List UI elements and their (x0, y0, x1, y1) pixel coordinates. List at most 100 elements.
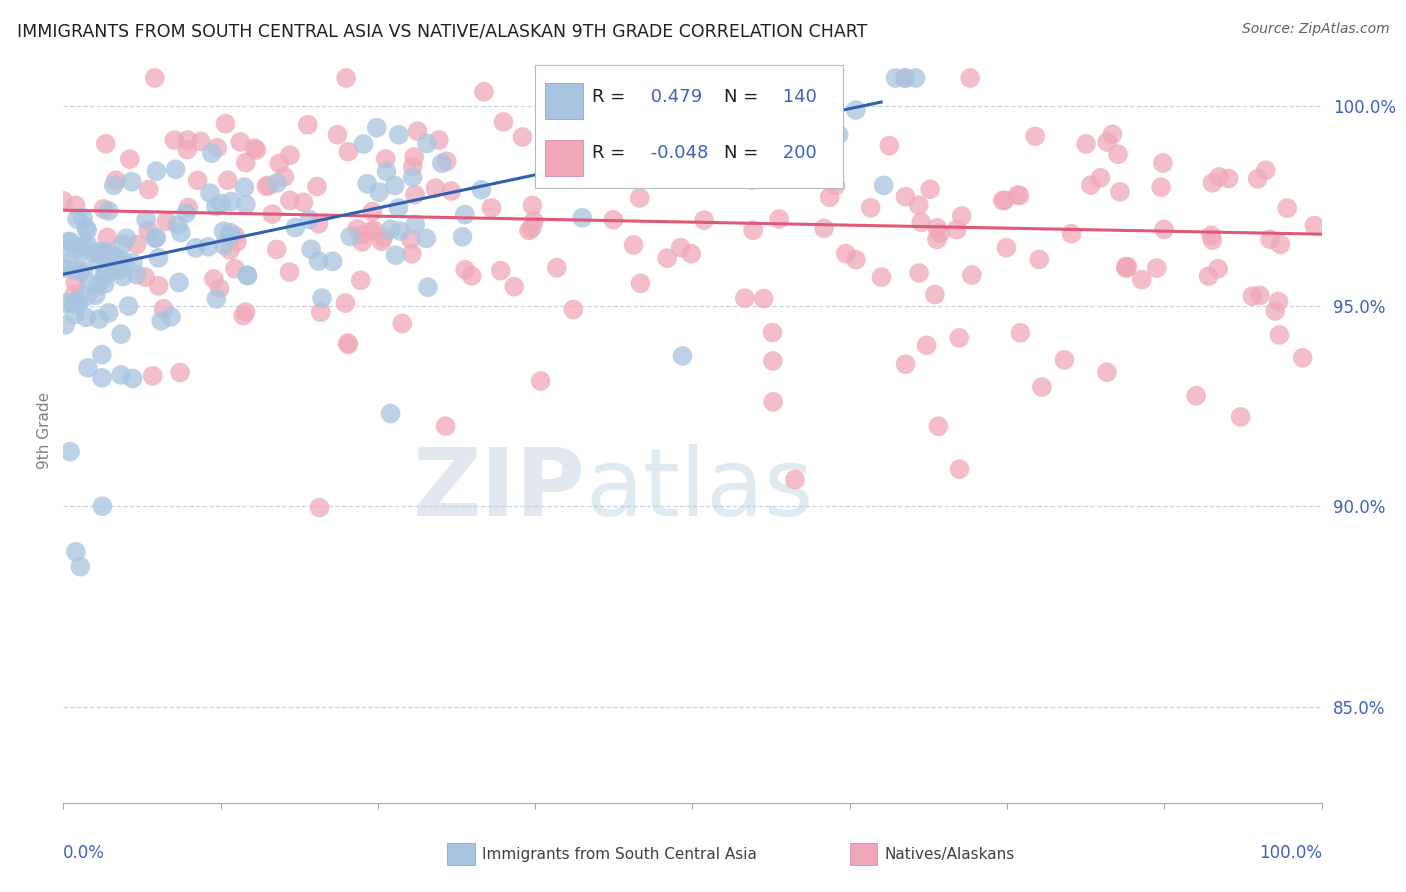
Point (58, 256, 80, 270)
Point (884, 70, 907, 85)
Point (470, 183, 492, 197)
Point (214, 117, 236, 131)
Point (292, 195, 315, 210)
Point (873, 178, 896, 193)
Point (927, 419, 949, 434)
Point (374, 152, 396, 166)
Point (266, 176, 288, 190)
Point (404, 150, 426, 164)
Text: 200: 200 (776, 145, 817, 162)
Point (104, 258, 127, 272)
Point (779, 70, 801, 85)
Point (208, 281, 231, 295)
Point (65, 198, 87, 212)
Point (602, 212, 624, 227)
Point (568, 127, 591, 141)
Point (278, 194, 301, 208)
Point (76, 237, 98, 252)
Point (66, 293, 89, 308)
Point (404, 187, 426, 202)
Point (278, 148, 301, 162)
Point (402, 160, 425, 174)
Point (163, 133, 186, 147)
Point (762, 354, 785, 368)
Point (118, 152, 141, 166)
Point (801, 146, 824, 161)
Point (845, 103, 868, 117)
Point (503, 279, 526, 293)
Point (63, 308, 86, 322)
Point (346, 222, 368, 236)
Point (512, 130, 534, 145)
Point (1241, 289, 1264, 303)
Point (668, 85, 690, 99)
Point (224, 261, 246, 276)
Point (76, 223, 98, 237)
Point (75, 310, 97, 325)
Point (380, 222, 402, 236)
Point (991, 194, 1014, 208)
Point (1258, 232, 1281, 246)
Point (859, 201, 882, 215)
Point (138, 223, 160, 237)
Point (233, 180, 256, 194)
Point (165, 162, 187, 177)
Point (198, 186, 221, 200)
Point (145, 164, 167, 178)
Point (994, 194, 1017, 208)
Point (384, 248, 406, 262)
Point (740, 173, 762, 187)
Point (82, 246, 104, 260)
Point (145, 230, 167, 244)
Point (1116, 260, 1139, 274)
Point (1292, 351, 1315, 365)
Point (454, 262, 477, 277)
Point (197, 240, 219, 254)
Point (1152, 156, 1174, 170)
FancyBboxPatch shape (546, 83, 583, 119)
Point (370, 235, 392, 249)
Point (335, 296, 357, 310)
Point (669, 241, 692, 255)
Point (97, 204, 120, 219)
Text: IMMIGRANTS FROM SOUTH CENTRAL ASIA VS NATIVE/ALASKAN 9TH GRADE CORRELATION CHART: IMMIGRANTS FROM SOUTH CENTRAL ASIA VS NA… (17, 22, 868, 40)
Point (879, 138, 901, 153)
Point (232, 309, 254, 323)
Point (148, 278, 170, 293)
Point (434, 419, 457, 434)
Point (112, 254, 135, 268)
FancyBboxPatch shape (447, 843, 475, 865)
Point (1095, 365, 1118, 379)
Point (278, 265, 301, 279)
Text: R =: R = (592, 145, 626, 162)
Point (427, 133, 450, 147)
Point (309, 305, 332, 319)
Point (245, 143, 267, 157)
Text: atlas: atlas (585, 444, 814, 536)
Point (94, 136, 117, 151)
Point (440, 184, 463, 198)
Point (225, 235, 247, 249)
Point (920, 182, 942, 196)
Point (910, 215, 932, 229)
Point (1267, 294, 1289, 309)
Point (336, 336, 359, 351)
Point (368, 185, 391, 199)
Point (1264, 304, 1286, 318)
Point (104, 173, 127, 187)
Point (143, 70, 166, 85)
Point (235, 305, 257, 319)
Point (1206, 261, 1229, 276)
Point (662, 145, 685, 159)
Point (96, 230, 118, 244)
Point (451, 229, 474, 244)
Point (693, 213, 716, 227)
Point (845, 252, 868, 267)
Point (517, 223, 540, 237)
Point (735, 119, 758, 133)
Point (352, 235, 374, 249)
Point (70, 244, 93, 259)
Point (681, 160, 703, 174)
Point (360, 224, 382, 238)
Point (1028, 252, 1050, 267)
